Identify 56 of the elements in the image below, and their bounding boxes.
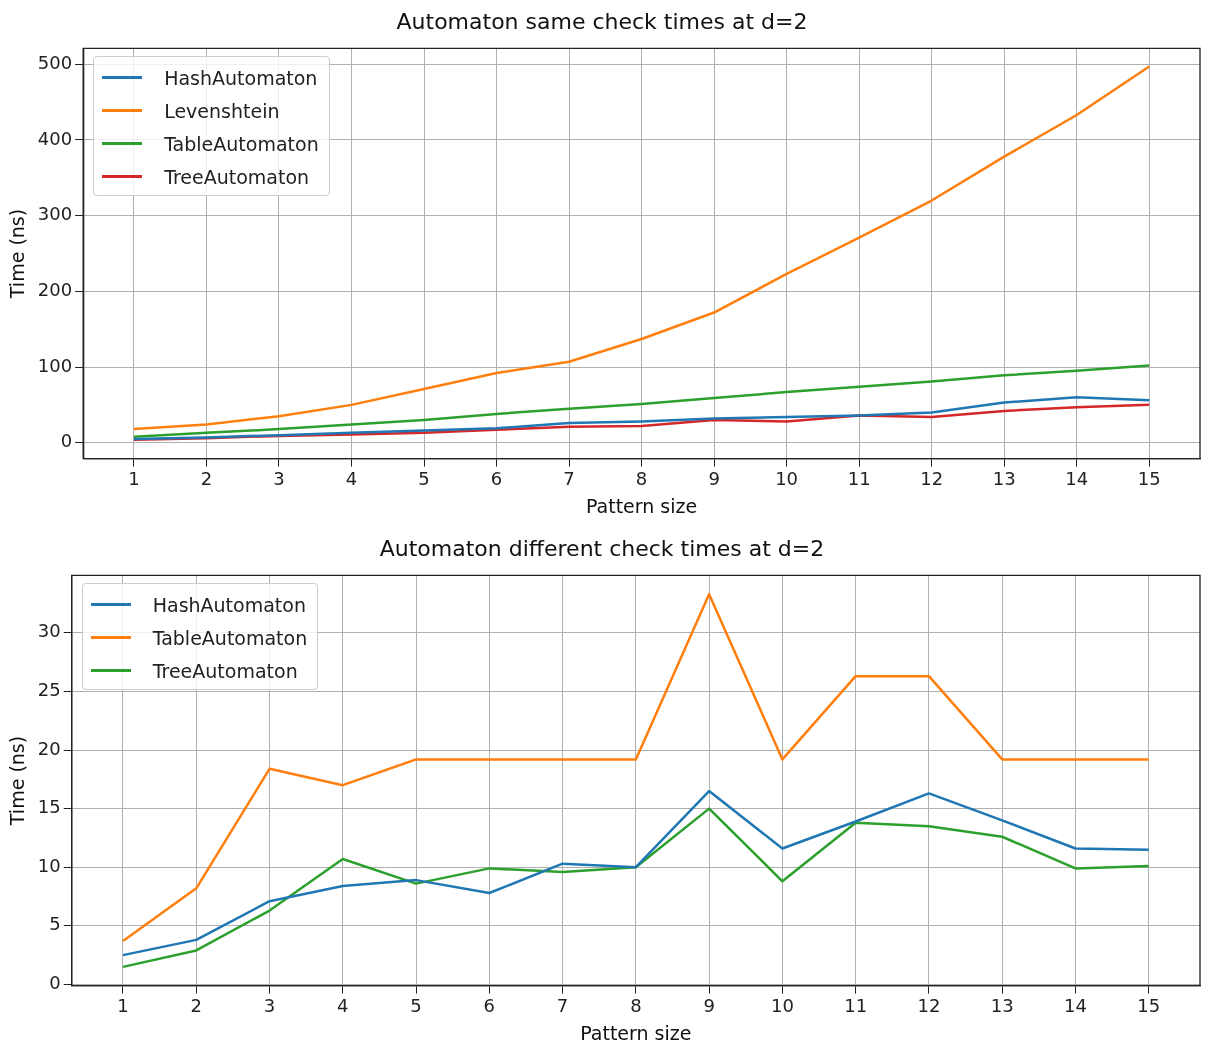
legend-label: TableAutomaton — [152, 626, 308, 649]
chart-title: Automaton same check times at d=2 — [396, 8, 808, 34]
y-tick-label: 5 — [49, 913, 61, 935]
x-tick-label: 1 — [117, 995, 129, 1017]
x-tick-label: 15 — [1137, 995, 1161, 1017]
y-tick-label: 15 — [37, 796, 61, 818]
x-tick-label: 12 — [917, 995, 941, 1017]
x-tick-label: 5 — [410, 995, 422, 1017]
x-tick-label: 12 — [920, 468, 944, 490]
x-tick-label: 9 — [708, 468, 720, 490]
x-tick-label: 3 — [273, 468, 285, 490]
x-tick-label: 4 — [345, 468, 358, 490]
x-tick-label: 9 — [703, 995, 715, 1017]
y-axis-title: Time (ns) — [6, 735, 29, 827]
y-tick-label: 30 — [37, 620, 61, 642]
legend-label: Levenshtein — [164, 99, 280, 122]
y-tick-label: 500 — [37, 51, 73, 73]
x-tick-label: 4 — [337, 995, 349, 1017]
y-tick-label: 25 — [37, 679, 61, 701]
y-tick-label: 100 — [37, 354, 73, 376]
y-tick-label: 400 — [37, 127, 73, 149]
x-axis-title: Pattern size — [580, 1021, 692, 1044]
x-tick-label: 5 — [418, 468, 430, 490]
legend-label: HashAutomaton — [164, 66, 318, 89]
x-tick-label: 14 — [1063, 995, 1087, 1017]
y-tick-label: 20 — [37, 737, 61, 759]
y-tick-label: 300 — [37, 203, 73, 225]
x-tick-label: 13 — [992, 468, 1016, 490]
x-tick-label: 11 — [847, 468, 871, 490]
x-tick-label: 14 — [1065, 468, 1089, 490]
legend-label: TreeAutomaton — [152, 659, 298, 682]
legend-label: TableAutomaton — [164, 132, 319, 155]
legend-label: HashAutomaton — [152, 593, 306, 616]
chart-title: Automaton different check times at d=2 — [379, 535, 825, 561]
x-tick-label: 6 — [483, 995, 496, 1017]
y-tick-label: 10 — [37, 854, 61, 876]
x-tick-label: 7 — [563, 468, 575, 490]
y-axis-title: Time (ns) — [6, 208, 29, 300]
x-tick-label: 7 — [556, 995, 569, 1017]
x-tick-label: 10 — [770, 995, 794, 1017]
y-tick-label: 0 — [49, 972, 61, 994]
x-tick-label: 2 — [200, 468, 213, 490]
x-tick-label: 10 — [775, 468, 799, 490]
legend-label: TreeAutomaton — [164, 165, 310, 188]
y-tick-label: 0 — [60, 430, 73, 452]
x-tick-label: 6 — [490, 468, 503, 490]
x-tick-label: 15 — [1137, 468, 1161, 490]
x-tick-label: 8 — [630, 995, 642, 1017]
x-tick-label: 13 — [990, 995, 1014, 1017]
y-tick-label: 200 — [37, 279, 73, 301]
x-tick-label: 1 — [128, 468, 140, 490]
x-tick-label: 2 — [190, 995, 202, 1017]
x-tick-label: 8 — [635, 468, 648, 490]
x-tick-label: 11 — [844, 995, 868, 1017]
x-tick-label: 3 — [263, 995, 276, 1017]
x-axis-title: Pattern size — [585, 494, 698, 517]
